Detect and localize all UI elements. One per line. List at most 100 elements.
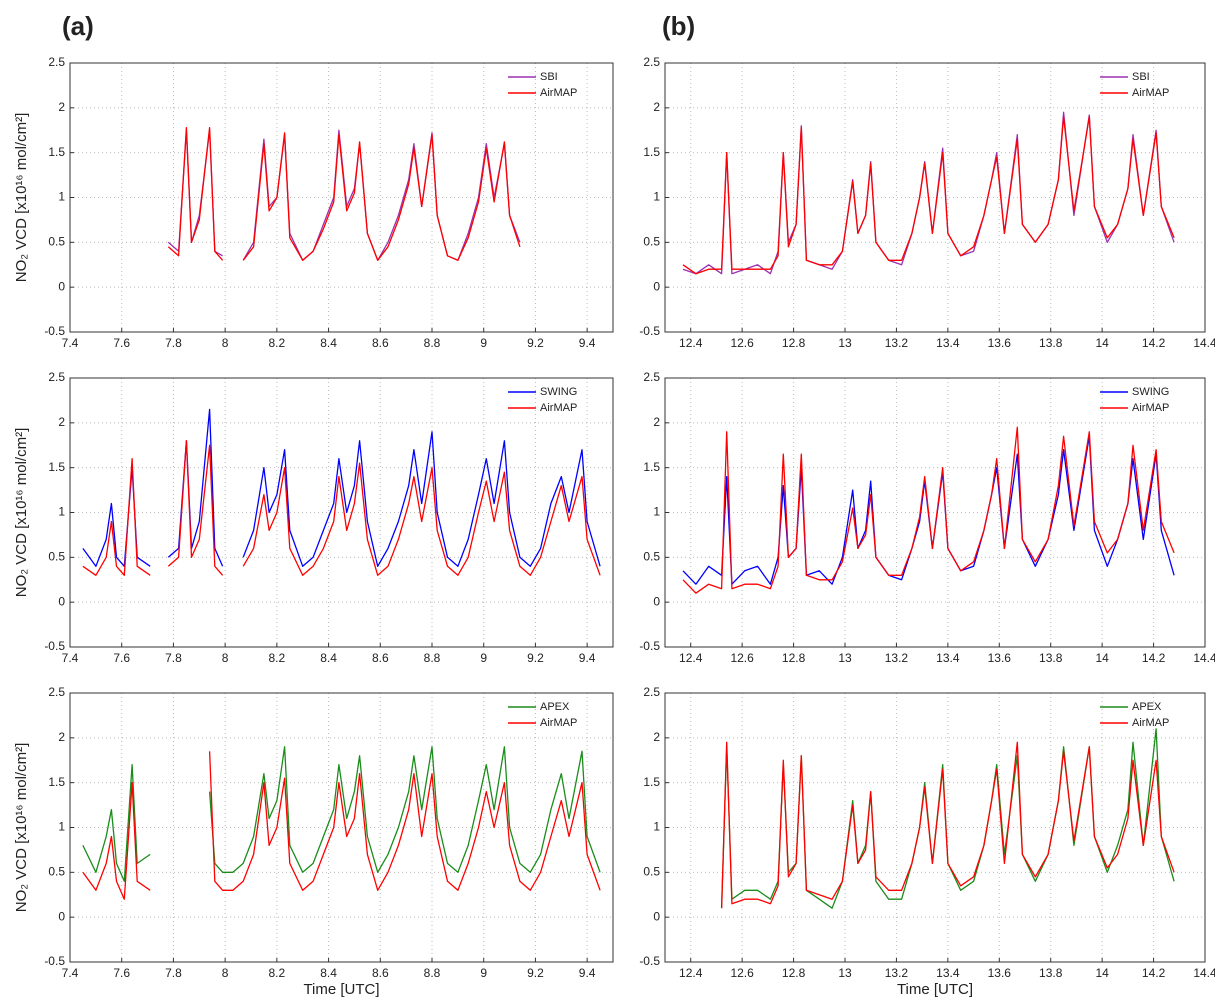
x-tick-label: 7.4 (62, 336, 79, 350)
y-tick-label: 0.5 (48, 550, 65, 564)
x-tick-label: 8.2 (269, 651, 286, 665)
plot-frame (69, 692, 614, 963)
y-tick-label: 0 (58, 909, 65, 923)
x-tick-label: 13.6 (988, 651, 1012, 665)
y-tick-label: 2 (653, 100, 660, 114)
x-tick-label: 13.8 (1039, 651, 1063, 665)
x-tick-label: 8.4 (320, 966, 337, 980)
x-tick-label: 14.4 (1193, 966, 1215, 980)
legend-label: APEX (1132, 701, 1162, 713)
plot-frame (69, 377, 614, 648)
x-tick-label: 13 (838, 966, 852, 980)
y-tick-label: -0.5 (639, 639, 660, 653)
data-line (720, 741, 1175, 909)
x-tick-label: 7.8 (165, 336, 182, 350)
x-tick-label: 8 (222, 336, 229, 350)
y-tick-label: -0.5 (44, 954, 65, 968)
x-tick-label: 14.4 (1193, 651, 1215, 665)
x-tick-label: 13.8 (1039, 336, 1063, 350)
x-tick-label: 9.4 (579, 966, 596, 980)
y-tick-label: 1.5 (48, 145, 65, 159)
y-tick-label: 1 (653, 190, 660, 204)
x-tick-label: 13.6 (988, 336, 1012, 350)
legend-label: SWING (540, 386, 577, 398)
y-tick-label: 2 (58, 730, 65, 744)
y-axis-label: NO₂ VCD [x10¹⁶ mol/cm²] (13, 113, 30, 283)
x-tick-label: 14 (1095, 651, 1109, 665)
y-tick-label: 0.5 (48, 235, 65, 249)
y-tick-label: 1 (58, 820, 65, 834)
y-tick-label: 1 (58, 190, 65, 204)
data-line (82, 440, 601, 576)
x-tick-label: 13.4 (936, 966, 960, 980)
legend-label: APEX (540, 701, 570, 713)
legend-label: SBI (540, 71, 558, 83)
x-tick-label: 12.6 (730, 651, 754, 665)
y-tick-label: -0.5 (639, 954, 660, 968)
x-tick-label: 13.4 (936, 336, 960, 350)
x-tick-label: 8.8 (424, 336, 441, 350)
x-tick-label: 13 (838, 336, 852, 350)
x-tick-label: 9 (480, 336, 487, 350)
y-tick-label: 2.5 (643, 370, 660, 384)
x-tick-label: 12.4 (679, 966, 703, 980)
y-tick-label: 2 (58, 100, 65, 114)
x-tick-label: 7.8 (165, 651, 182, 665)
x-tick-label: 12.4 (679, 336, 703, 350)
x-tick-label: 12.8 (782, 966, 806, 980)
x-tick-label: 8.2 (269, 336, 286, 350)
legend-label: AirMAP (540, 402, 577, 414)
data-line (682, 426, 1175, 594)
data-line (82, 408, 601, 567)
x-tick-label: 9.4 (579, 651, 596, 665)
x-tick-label: 9 (480, 966, 487, 980)
x-tick-label: 12.6 (730, 336, 754, 350)
data-line (167, 126, 521, 261)
x-tick-label: 12.8 (782, 651, 806, 665)
x-tick-label: 8.6 (372, 336, 389, 350)
x-tick-label: 13.2 (885, 966, 909, 980)
y-tick-label: 1.5 (643, 460, 660, 474)
x-tick-label: 8.8 (424, 651, 441, 665)
x-tick-label: 9.2 (527, 651, 544, 665)
x-tick-label: 8 (222, 651, 229, 665)
x-tick-label: 14 (1095, 966, 1109, 980)
x-axis-label: Time [UTC] (303, 981, 379, 998)
y-tick-label: 0.5 (643, 865, 660, 879)
legend-label: SBI (1132, 71, 1150, 83)
plot-frame (69, 62, 614, 333)
x-tick-label: 7.6 (113, 336, 130, 350)
y-tick-label: -0.5 (44, 639, 65, 653)
y-axis-label: NO₂ VCD [x10¹⁶ mol/cm²] (13, 428, 30, 598)
y-tick-label: -0.5 (639, 324, 660, 338)
y-tick-label: 2.5 (48, 370, 65, 384)
data-line (682, 116, 1175, 275)
legend-label: SWING (1132, 386, 1169, 398)
y-tick-label: 2.5 (643, 55, 660, 69)
y-tick-label: 0 (58, 279, 65, 293)
x-tick-label: 14.4 (1193, 336, 1215, 350)
y-tick-label: 0.5 (48, 865, 65, 879)
y-tick-label: 1.5 (643, 145, 660, 159)
x-tick-label: 8.6 (372, 966, 389, 980)
legend-label: AirMAP (1132, 87, 1169, 99)
y-tick-label: 0.5 (643, 550, 660, 564)
x-tick-label: 9.2 (527, 966, 544, 980)
data-line (82, 746, 601, 882)
x-tick-label: 7.8 (165, 966, 182, 980)
x-tick-label: 13.2 (885, 651, 909, 665)
x-tick-label: 7.4 (62, 651, 79, 665)
y-tick-label: 2.5 (48, 685, 65, 699)
x-tick-label: 8 (222, 966, 229, 980)
x-tick-label: 14.2 (1142, 966, 1166, 980)
plot-frame (664, 62, 1206, 333)
x-tick-label: 8.4 (320, 651, 337, 665)
x-tick-label: 14.2 (1142, 651, 1166, 665)
x-tick-label: 7.6 (113, 966, 130, 980)
y-tick-label: 0 (653, 279, 660, 293)
y-tick-label: 2.5 (48, 55, 65, 69)
x-tick-label: 9 (480, 651, 487, 665)
x-tick-label: 13.6 (988, 966, 1012, 980)
x-tick-label: 13.2 (885, 336, 909, 350)
x-tick-label: 7.4 (62, 966, 79, 980)
